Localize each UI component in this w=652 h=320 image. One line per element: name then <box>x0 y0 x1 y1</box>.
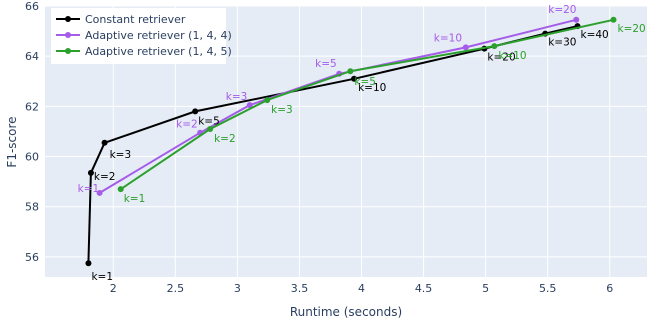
data-point <box>264 97 271 104</box>
data-point <box>351 75 358 82</box>
data-label: k=5 <box>315 58 337 70</box>
x-tick-label: 6 <box>606 282 613 295</box>
data-point <box>192 108 199 115</box>
data-point <box>117 186 124 193</box>
data-point <box>610 16 617 23</box>
data-point <box>87 169 94 176</box>
series-line <box>99 18 577 194</box>
data-label: k=1 <box>91 271 113 283</box>
data-label: k=1 <box>78 183 100 195</box>
data-point <box>207 125 214 132</box>
data-label: k=2 <box>94 171 116 183</box>
x-tick-label: 2 <box>110 282 117 295</box>
y-tick-label: 66 <box>25 0 39 13</box>
data-label: k=40 <box>580 29 608 41</box>
legend: Constant retriever Adaptive retriever (1,… <box>51 8 232 64</box>
data-point <box>85 260 92 267</box>
legend-entry: Adaptive retriever (1, 4, 4) <box>85 29 232 42</box>
data-label: k=20 <box>617 23 645 35</box>
legend-swatch-marker <box>65 16 71 22</box>
y-axis-title: F1-score <box>5 116 19 167</box>
data-point <box>491 43 498 50</box>
data-label: k=3 <box>110 149 132 161</box>
y-tick-label: 62 <box>25 100 39 113</box>
point-labels: k=1k=2k=3k=5k=10k=20k=30k=40k=1k=2k=3k=5… <box>78 4 646 283</box>
data-label: k=20 <box>548 4 576 16</box>
data-label: k=3 <box>226 91 248 103</box>
data-point <box>573 16 580 23</box>
legend-swatch-marker <box>65 32 71 38</box>
data-label: k=5 <box>354 76 376 88</box>
data-label: k=10 <box>358 82 386 94</box>
data-label: k=5 <box>198 115 220 127</box>
data-label: k=10 <box>434 32 462 44</box>
x-tick-label: 2.5 <box>167 282 185 295</box>
data-point <box>246 102 253 109</box>
legend-swatch-marker <box>65 48 71 54</box>
data-point <box>462 44 469 51</box>
legend-entry: Adaptive retriever (1, 4, 5) <box>85 45 232 58</box>
data-point <box>101 139 108 146</box>
x-tick-label: 3.5 <box>291 282 309 295</box>
legend-entry: Constant retriever <box>85 13 186 26</box>
data-label: k=10 <box>498 50 526 62</box>
data-label: k=2 <box>214 133 236 145</box>
x-axis-title: Runtime (seconds) <box>290 305 402 319</box>
series-line <box>120 18 614 191</box>
series-3 <box>117 16 617 193</box>
legend-box <box>51 8 226 64</box>
data-label: k=20 <box>487 52 515 64</box>
x-tick-label: 5.5 <box>539 282 557 295</box>
series-layer <box>85 16 617 267</box>
data-label: k=2 <box>176 119 198 131</box>
y-tick-label: 58 <box>25 201 39 214</box>
y-tick-label: 56 <box>25 251 39 264</box>
x-tick-label: 4.5 <box>415 282 433 295</box>
x-tick-label: 3 <box>234 282 241 295</box>
x-tick-label: 5 <box>482 282 489 295</box>
data-point <box>96 189 103 196</box>
data-point <box>347 68 354 75</box>
axis-ticks: 2 2.5 3 3.5 4 4.5 5 5.5 6 56 58 60 62 64 66 <box>25 0 613 295</box>
x-tick-label: 4 <box>358 282 365 295</box>
data-label: k=1 <box>124 193 146 205</box>
y-tick-label: 60 <box>25 151 39 164</box>
y-tick-label: 64 <box>25 50 39 63</box>
data-label: k=3 <box>271 104 293 116</box>
data-label: k=30 <box>548 37 576 49</box>
grid <box>45 5 647 277</box>
